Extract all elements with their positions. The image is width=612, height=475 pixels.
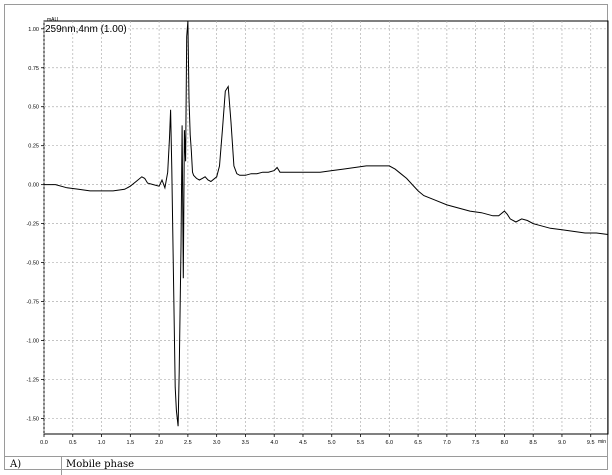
y-tick-label: -0.25 bbox=[26, 222, 39, 228]
y-tick-label: 0.00 bbox=[28, 183, 39, 189]
chromatogram-trace bbox=[44, 20, 609, 427]
y-axis-unit: mAU bbox=[47, 17, 59, 23]
x-tick-label: 1.0 bbox=[98, 440, 106, 446]
panel-caption: Mobile phase bbox=[66, 459, 135, 470]
chart-frame: 1.00 0.75 0.50 0.25 0.00 -0.25 -0.50 -0.75 -1.00… bbox=[4, 4, 609, 470]
x-axis-unit: min bbox=[598, 439, 606, 445]
y-tick-label: 0.50 bbox=[28, 105, 39, 111]
x-tick-label: 4.0 bbox=[270, 440, 278, 446]
y-tick-label: -1.00 bbox=[26, 338, 39, 344]
x-tick-label: 7.5 bbox=[472, 440, 480, 446]
x-tick-label: 9.0 bbox=[558, 440, 566, 446]
x-tick-label: 0.0 bbox=[40, 440, 48, 446]
grid-lines bbox=[43, 21, 608, 434]
x-tick-label: 8.5 bbox=[529, 440, 537, 446]
x-tick-label: 1.5 bbox=[126, 440, 134, 446]
caption-divider bbox=[61, 457, 62, 475]
x-tick-label: 8.0 bbox=[501, 440, 509, 446]
panel-label: A) bbox=[10, 459, 22, 470]
plot-area bbox=[43, 20, 609, 435]
x-tick-label: 2.5 bbox=[184, 440, 192, 446]
x-tick-label: 5.5 bbox=[357, 440, 365, 446]
x-tick-label: 3.5 bbox=[242, 440, 250, 446]
x-tick-label: 9.5 bbox=[587, 440, 595, 446]
chart-title: 259nm,4nm (1.00) bbox=[45, 24, 127, 35]
x-tick-label: 5.0 bbox=[328, 440, 336, 446]
caption-row: A) Mobile phase bbox=[4, 456, 608, 475]
x-axis-ticks: 0.0 0.5 1.0 1.5 2.0 2.5 3.0 3.5 4.0 4.5 5.0 5.5 6.0 6… bbox=[40, 434, 595, 446]
chromatogram-chart: 1.00 0.75 0.50 0.25 0.00 -0.25 -0.50 -0.75 -1.00… bbox=[26, 17, 609, 446]
x-tick-label: 4.5 bbox=[299, 440, 307, 446]
x-tick-label: 3.0 bbox=[213, 440, 221, 446]
y-tick-label: 1.00 bbox=[28, 27, 39, 33]
y-tick-label: 0.25 bbox=[28, 144, 39, 150]
x-tick-label: 6.5 bbox=[414, 440, 422, 446]
x-tick-label: 7.0 bbox=[443, 440, 451, 446]
y-axis-ticks: 1.00 0.75 0.50 0.25 0.00 -0.25 -0.50 -0.75 -1.00… bbox=[26, 27, 44, 422]
y-tick-label: -0.75 bbox=[26, 300, 39, 306]
y-tick-label: -0.50 bbox=[26, 261, 39, 267]
x-tick-label: 2.0 bbox=[155, 440, 163, 446]
x-tick-label: 6.0 bbox=[385, 440, 393, 446]
y-tick-label: -1.50 bbox=[26, 416, 39, 422]
x-tick-label: 0.5 bbox=[69, 440, 77, 446]
y-tick-label: 0.75 bbox=[28, 66, 39, 72]
y-tick-label: -1.25 bbox=[26, 377, 39, 383]
